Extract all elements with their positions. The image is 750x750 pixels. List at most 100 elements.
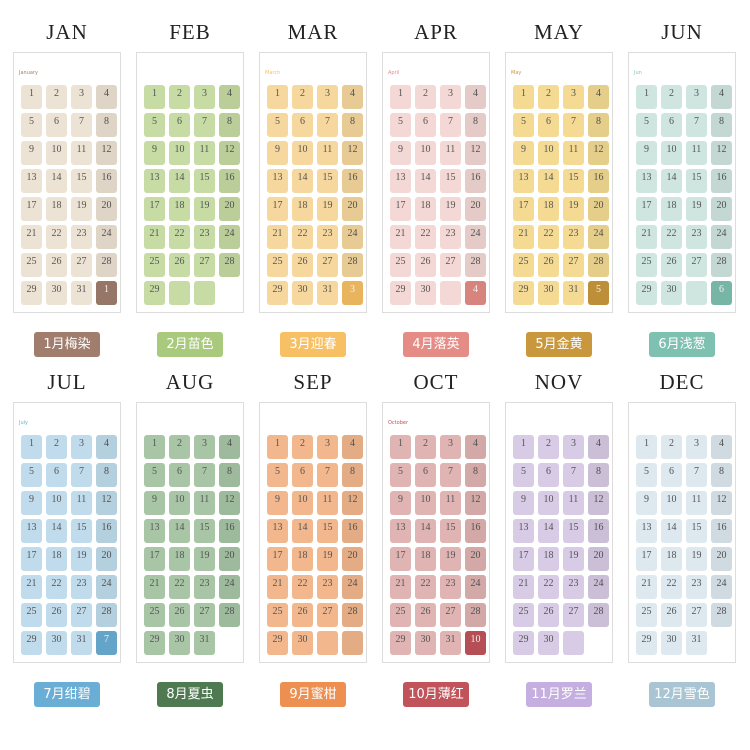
day-tile: 8 xyxy=(219,113,240,137)
day-tile: 23 xyxy=(686,225,707,249)
day-tile: 9 xyxy=(636,491,657,515)
day-tile: 17 xyxy=(390,547,411,571)
day-tile: 14 xyxy=(169,169,190,193)
day-tile: 11 xyxy=(71,141,92,165)
day-tile: 13 xyxy=(513,519,534,543)
day-tile: 24 xyxy=(342,225,363,249)
day-tile: 1 xyxy=(513,435,534,459)
month-label: 7月绀碧 xyxy=(34,682,100,707)
day-tile: 21 xyxy=(144,225,165,249)
card-header: January xyxy=(19,70,38,76)
day-tile: 4 xyxy=(588,435,609,459)
day-tile: 7 xyxy=(317,463,338,487)
day-tile: 8 xyxy=(588,113,609,137)
day-tile: 18 xyxy=(46,197,67,221)
day-tile: 20 xyxy=(711,197,732,221)
day-tile: 16 xyxy=(96,169,117,193)
day-tile: 18 xyxy=(415,197,436,221)
day-tile: 7 xyxy=(563,463,584,487)
empty-tile xyxy=(342,631,363,655)
day-tile: 12 xyxy=(96,141,117,165)
day-tile: 21 xyxy=(390,575,411,599)
card-header: October xyxy=(388,420,409,426)
day-tile: 22 xyxy=(415,225,436,249)
day-tile: 15 xyxy=(71,519,92,543)
day-tile: 12 xyxy=(342,141,363,165)
month-title: OCT xyxy=(413,370,459,394)
day-tile: 23 xyxy=(317,575,338,599)
day-tile: 16 xyxy=(342,519,363,543)
day-tile: 9 xyxy=(513,141,534,165)
day-tile: 22 xyxy=(169,225,190,249)
day-tile: 6 xyxy=(46,113,67,137)
day-tile: 21 xyxy=(21,225,42,249)
day-tile: 23 xyxy=(563,575,584,599)
day-tile: 26 xyxy=(292,253,313,277)
next-month-tile: 3 xyxy=(342,281,363,305)
day-tile: 25 xyxy=(636,603,657,627)
day-tile: 9 xyxy=(144,491,165,515)
day-tile: 8 xyxy=(711,463,732,487)
day-tile: 7 xyxy=(686,463,707,487)
day-tile: 21 xyxy=(636,575,657,599)
empty-tile xyxy=(440,281,461,305)
day-tile: 14 xyxy=(538,519,559,543)
day-tile: 1 xyxy=(636,85,657,109)
day-tile: 18 xyxy=(292,197,313,221)
day-tile: 11 xyxy=(71,491,92,515)
day-tile: 4 xyxy=(219,85,240,109)
day-tile: 6 xyxy=(46,463,67,487)
day-tile: 28 xyxy=(588,253,609,277)
day-tile: 1 xyxy=(144,85,165,109)
day-tile: 25 xyxy=(21,603,42,627)
day-tile: 4 xyxy=(342,435,363,459)
day-tile: 28 xyxy=(465,603,486,627)
month-title: MAR xyxy=(287,20,339,44)
next-month-tile: 1 xyxy=(96,281,117,305)
month-title: DEC xyxy=(659,370,705,394)
card-header: April xyxy=(388,70,400,76)
day-tile: 3 xyxy=(194,435,215,459)
day-tile: 21 xyxy=(144,575,165,599)
day-tile: 14 xyxy=(538,169,559,193)
day-tile: 7 xyxy=(686,113,707,137)
day-tile: 4 xyxy=(219,435,240,459)
day-tile: 31 xyxy=(71,631,92,655)
day-tile: 29 xyxy=(144,631,165,655)
day-tile: 15 xyxy=(563,519,584,543)
day-tile: 19 xyxy=(317,547,338,571)
month-title: MAY xyxy=(533,20,585,44)
day-tile: 9 xyxy=(636,141,657,165)
day-tile: 27 xyxy=(194,603,215,627)
day-tile: 16 xyxy=(711,169,732,193)
day-tile: 28 xyxy=(96,603,117,627)
day-tile: 6 xyxy=(292,113,313,137)
day-tile: 23 xyxy=(194,575,215,599)
day-tile: 5 xyxy=(513,463,534,487)
day-tile: 16 xyxy=(588,519,609,543)
day-tile: 14 xyxy=(292,169,313,193)
day-tile: 25 xyxy=(144,253,165,277)
day-tile: 24 xyxy=(342,575,363,599)
day-tile: 4 xyxy=(465,435,486,459)
day-tile: 18 xyxy=(169,547,190,571)
day-tile: 18 xyxy=(292,547,313,571)
day-tile: 5 xyxy=(144,463,165,487)
day-tile: 6 xyxy=(169,113,190,137)
day-tile: 2 xyxy=(661,435,682,459)
day-tile: 17 xyxy=(144,197,165,221)
day-tile: 26 xyxy=(292,603,313,627)
day-tile: 8 xyxy=(588,463,609,487)
day-tile: 23 xyxy=(563,225,584,249)
day-tile: 27 xyxy=(563,253,584,277)
day-tile: 26 xyxy=(46,603,67,627)
day-tile: 18 xyxy=(538,547,559,571)
day-tile: 4 xyxy=(96,85,117,109)
day-tile: 16 xyxy=(219,519,240,543)
day-tile: 24 xyxy=(711,225,732,249)
day-tile: 26 xyxy=(415,253,436,277)
day-tile: 25 xyxy=(636,253,657,277)
day-tile: 22 xyxy=(661,225,682,249)
day-tile: 1 xyxy=(267,435,288,459)
day-tile: 13 xyxy=(144,169,165,193)
